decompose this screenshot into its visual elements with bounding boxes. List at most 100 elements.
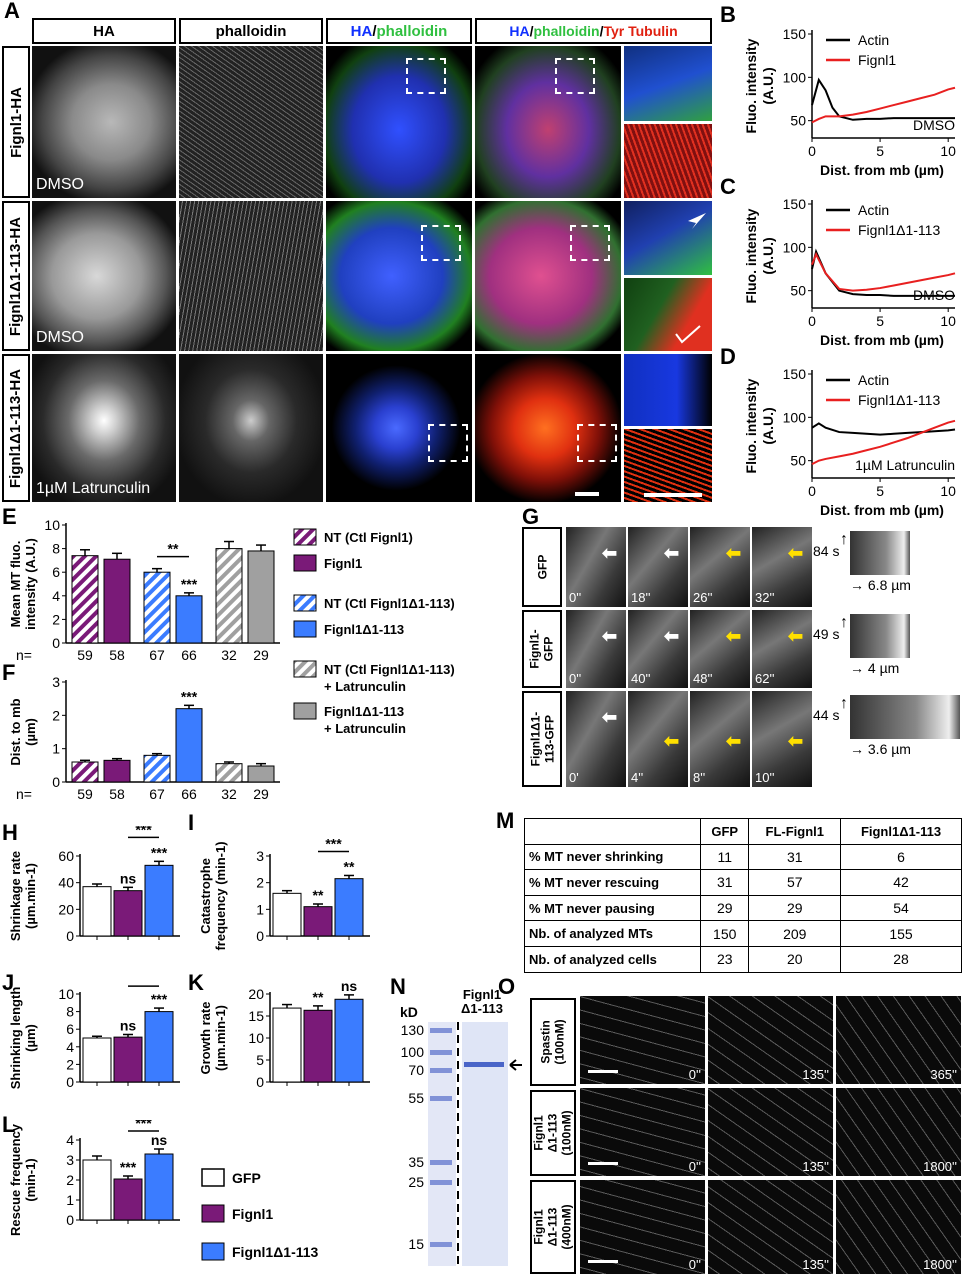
series-line (811, 77, 955, 121)
legend-label: NT (Ctl Fignl1Δ1-113) + Latrunculin (324, 662, 455, 694)
y-tick-label: 20 (248, 986, 264, 1002)
line-chart-c: 50 100 150 0 5 10 Fluo. intensity (A.U.) Dist. f… (743, 196, 956, 348)
y-tick-label: 0 (256, 928, 264, 944)
time-label: 4'' (631, 770, 644, 785)
timelapse-frame: 48'' ⬅ (690, 610, 750, 688)
zoom-box (570, 225, 610, 261)
arrow-icon: ⬅ (602, 707, 618, 727)
time-label: 0'' (688, 1257, 701, 1272)
time-label: 135'' (802, 1257, 829, 1272)
arrow-icon: ⬅ (788, 626, 804, 646)
y-axis-label: Dist. to mb (10, 698, 23, 765)
inset-ha-phalloidin-1 (624, 46, 712, 121)
y-tick-label: 0 (66, 1212, 74, 1228)
arrow-icon: ⬅ (602, 543, 618, 563)
legend-label: NT (Ctl Fignl1Δ1-113) (324, 596, 455, 611)
condition-label: 1µM Latrunculin (36, 480, 151, 497)
zoom-box (421, 225, 461, 261)
y-tick-label: 50 (790, 113, 806, 129)
panel-label-i: I (188, 810, 195, 835)
bar (144, 1011, 174, 1083)
y-axis-label: Fluo. intensity (743, 378, 759, 473)
y-axis-label: Catastrophe (200, 858, 213, 934)
y-tick-label: 4 (52, 588, 60, 604)
time-label: 48'' (693, 671, 713, 686)
arrow-icon: ⬅ (664, 543, 680, 563)
mw-marker-label: 25 (408, 1174, 424, 1190)
scale-bar (588, 1260, 618, 1263)
series-line (811, 86, 956, 124)
legend-hl: GFP Fignl1 Fignl1Δ1-113 (201, 1168, 319, 1261)
arrow-icon: ⬅ (726, 626, 742, 646)
header-ha-text: HA (350, 22, 373, 40)
time-label: 1800'' (923, 1257, 957, 1272)
x-tick-label: 5 (876, 313, 884, 329)
y-tick-label: 1 (66, 1192, 74, 1208)
y-tick-label: 100 (783, 69, 807, 85)
y-tick-label: 2 (66, 1056, 74, 1072)
line-chart-d: 50 100 150 0 5 10 Fluo. intensity (A.U.) Dist. f… (743, 366, 956, 518)
bar (334, 878, 364, 937)
header3-tubulin-text: Tyr Tubulin (603, 23, 678, 39)
significance-label: ns (341, 982, 358, 994)
y-axis-label: (A.U.) (760, 407, 776, 444)
legend-label: Fignl1 (324, 556, 362, 571)
y-tick-label: 2 (256, 875, 264, 891)
legend-label-line: + Latrunculin (324, 679, 406, 694)
x-tick-label: 10 (940, 313, 956, 329)
y-tick-label: 2 (52, 611, 60, 627)
row-label-fignl1-ha: Fignl1-HA (2, 46, 30, 198)
panel-label-n: N (390, 974, 406, 999)
panel-label-e: E (2, 504, 17, 529)
y-tick-label: 0 (52, 635, 60, 651)
n-label: 66 (181, 647, 197, 663)
x-tick-label: 5 (876, 143, 884, 159)
significance-label: *** (325, 835, 342, 851)
time-label: 0'' (569, 590, 582, 605)
bar (71, 761, 99, 783)
legend-label: NT (Ctl Fignl1) (324, 530, 413, 545)
arrow-icon: ⬅ (788, 731, 804, 751)
bar-chart-j: 0 24 68 10 Shrinking length(µm) ns *** *** (10, 982, 180, 1090)
condition-annotation: 1µM Latrunculin (855, 457, 955, 473)
y-axis-label: intensity (A.U.) (23, 538, 38, 630)
y-tick-label: 0 (52, 774, 60, 790)
arrow-icon: ⬅ (726, 543, 742, 563)
time-label: 32'' (755, 590, 775, 605)
significance-label: *** (135, 826, 152, 837)
y-tick-label: 2 (52, 707, 60, 723)
table-row: Nb. of analyzed cells 23 20 28 (524, 945, 962, 973)
significance-label: ns (151, 1132, 168, 1148)
y-axis-label: Fluo. intensity (743, 38, 759, 133)
inset-tubulin-3 (624, 429, 712, 502)
image-fignl1-d113-ha: DMSO (32, 201, 176, 351)
timelapse-frame: 62'' ⬅ (752, 610, 812, 688)
y-tick-label: 50 (790, 283, 806, 299)
y-tick-label: 6 (52, 564, 60, 580)
panel-label-l: L (2, 1112, 16, 1137)
tirf-frame: 0'' (580, 1180, 705, 1274)
image-phalloidin-3 (179, 354, 323, 502)
arrow-icon: ⬅ (788, 543, 804, 563)
protein-band (464, 1062, 504, 1067)
bar (82, 1159, 112, 1221)
tirf-frame: 0'' (580, 996, 705, 1084)
tirf-frame: 1800'' (836, 1088, 961, 1176)
y-axis-label: (µm) (23, 718, 38, 746)
kymo-distance-label: → 3.6 µm (850, 741, 911, 757)
legend-label: Fignl1Δ1-113 + Latrunculin (324, 704, 406, 736)
sample-lane (462, 1022, 508, 1266)
y-axis-label: Fluo. intensity (743, 208, 759, 303)
table-m: GFP FL-Fignl1 Fignl1Δ1-113 % MT never sh… (524, 818, 962, 973)
header-merge-tubulin: HA / phalloidin / Tyr Tubulin (475, 18, 712, 44)
inset-tubulin-2 (624, 278, 712, 351)
legend-swatch (293, 660, 317, 678)
bar (71, 555, 99, 644)
header-phalloidin-text: phalloidin (376, 22, 448, 40)
time-arrow-icon: ↑ (840, 695, 848, 712)
bar (272, 1007, 302, 1083)
y-tick-label: 40 (58, 875, 74, 891)
arrow-icon: ⬅ (602, 626, 618, 646)
significance-label: ns (120, 1017, 137, 1033)
kymograph (850, 614, 910, 658)
